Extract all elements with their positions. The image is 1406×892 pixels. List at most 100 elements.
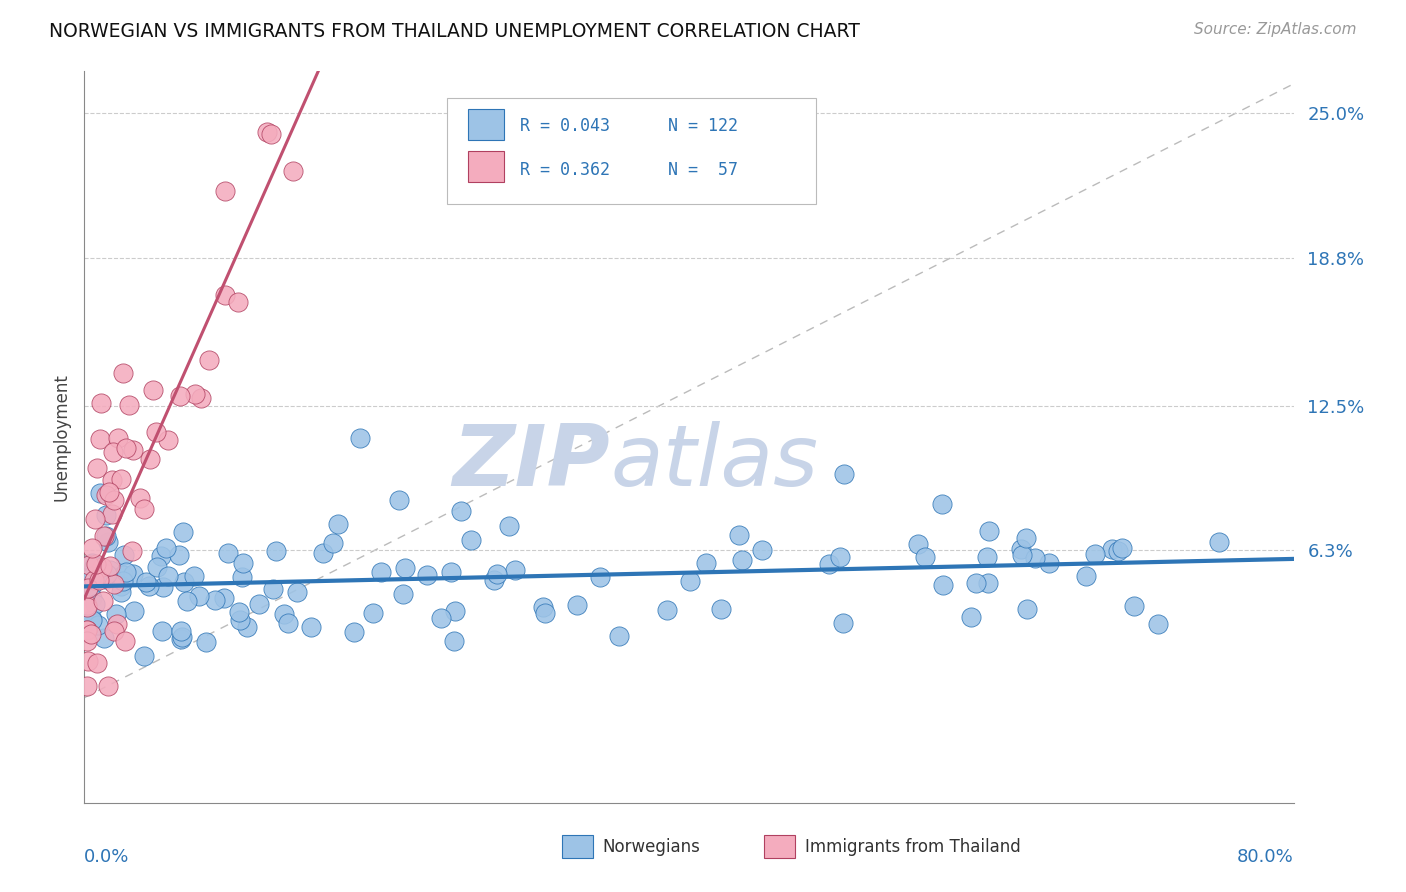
Point — [226, 295, 249, 310]
Point — [1101, 542, 1123, 557]
Point — [751, 543, 773, 558]
Point — [976, 576, 998, 591]
Point — [84, 597, 107, 611]
Point — [607, 628, 630, 642]
Text: Source: ZipAtlas.com: Source: ZipAtlas.com — [1194, 22, 1357, 37]
Point — [1015, 531, 1038, 545]
Point — [914, 549, 936, 564]
Point — [156, 434, 179, 448]
Point — [121, 566, 143, 581]
Point — [80, 541, 103, 555]
Point — [322, 536, 344, 550]
Point — [86, 656, 108, 670]
Point — [176, 594, 198, 608]
Point — [828, 549, 851, 564]
Point — [90, 396, 112, 410]
Point — [1010, 542, 1032, 557]
Point — [135, 575, 157, 590]
Point — [217, 546, 239, 560]
Point — [89, 432, 111, 446]
Point — [262, 582, 284, 596]
Point — [152, 580, 174, 594]
Point — [87, 618, 110, 632]
Point — [142, 383, 165, 397]
Point — [832, 467, 855, 482]
Point — [86, 461, 108, 475]
Point — [1076, 569, 1098, 583]
Point — [228, 605, 250, 619]
Point — [87, 573, 110, 587]
Point — [1111, 541, 1133, 556]
Point — [430, 611, 453, 625]
Point — [138, 451, 160, 466]
Point — [110, 472, 132, 486]
Text: N =  57: N = 57 — [668, 161, 738, 179]
Point — [111, 366, 134, 380]
Point — [1011, 548, 1033, 562]
Point — [264, 544, 287, 558]
Point — [103, 576, 125, 591]
Point — [83, 573, 105, 587]
Point — [134, 649, 156, 664]
Point — [170, 632, 193, 646]
Point — [1038, 556, 1060, 570]
Point — [150, 624, 173, 638]
Point — [1107, 544, 1129, 558]
Point — [76, 634, 98, 648]
Bar — [763, 835, 796, 858]
Point — [214, 184, 236, 198]
Point — [440, 566, 463, 580]
Point — [679, 574, 702, 588]
Point — [183, 387, 205, 401]
Point — [197, 353, 219, 368]
Point — [105, 607, 128, 622]
Point — [190, 391, 212, 405]
Point — [169, 548, 191, 562]
Point — [204, 592, 226, 607]
Point — [565, 598, 588, 612]
Text: Norwegians: Norwegians — [602, 838, 700, 855]
Point — [138, 579, 160, 593]
Point — [444, 604, 467, 618]
Point — [80, 578, 103, 592]
Point — [370, 565, 392, 579]
Point — [91, 594, 114, 608]
Point — [416, 568, 439, 582]
Point — [959, 610, 981, 624]
Point — [907, 537, 929, 551]
Point — [503, 563, 526, 577]
Point — [80, 591, 103, 606]
Point — [343, 624, 366, 639]
Point — [96, 488, 118, 502]
Point — [96, 567, 118, 582]
Point — [80, 613, 103, 627]
Point — [349, 431, 371, 445]
Point — [482, 573, 505, 587]
Point — [965, 575, 987, 590]
Point — [155, 541, 177, 556]
Point — [817, 557, 839, 571]
Point — [93, 631, 115, 645]
Point — [97, 679, 120, 693]
Point — [170, 630, 193, 644]
Bar — [468, 110, 503, 140]
FancyBboxPatch shape — [447, 98, 815, 204]
Point — [831, 615, 853, 630]
Point — [932, 578, 955, 592]
Point — [172, 524, 194, 539]
Point — [260, 128, 283, 142]
Point — [103, 493, 125, 508]
Point — [212, 591, 235, 606]
Point — [247, 598, 270, 612]
Point — [76, 581, 98, 595]
Point — [110, 579, 132, 593]
Point — [89, 486, 111, 500]
Point — [236, 620, 259, 634]
Point — [91, 568, 114, 582]
Text: Immigrants from Thailand: Immigrants from Thailand — [806, 838, 1021, 855]
Text: NORWEGIAN VS IMMIGRANTS FROM THAILAND UNEMPLOYMENT CORRELATION CHART: NORWEGIAN VS IMMIGRANTS FROM THAILAND UN… — [49, 22, 860, 41]
Point — [388, 492, 411, 507]
Point — [299, 620, 322, 634]
Point — [976, 549, 998, 564]
Point — [695, 557, 717, 571]
